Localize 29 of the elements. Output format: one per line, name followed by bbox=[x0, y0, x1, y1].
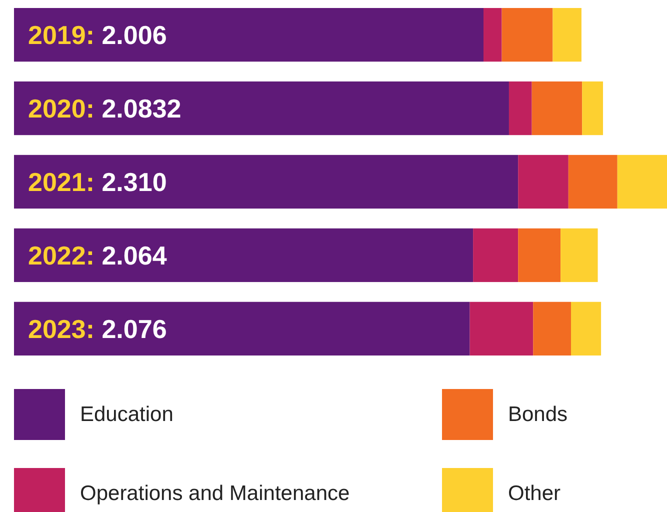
bar bbox=[532, 81, 582, 136]
bar bbox=[14, 81, 509, 136]
y-tick-label: 2019: 2.006 bbox=[28, 20, 167, 50]
bar bbox=[518, 154, 568, 209]
bar bbox=[14, 154, 518, 209]
bar bbox=[508, 81, 532, 136]
legend-label: Other bbox=[508, 482, 561, 506]
bar bbox=[568, 154, 618, 209]
bar bbox=[518, 228, 561, 282]
y-tick-label: 2020: 2.0832 bbox=[28, 94, 182, 124]
bar bbox=[14, 302, 470, 356]
bar bbox=[502, 8, 553, 62]
bar bbox=[571, 302, 602, 356]
bar bbox=[484, 8, 502, 62]
bar bbox=[560, 228, 598, 282]
bar bbox=[14, 228, 474, 282]
bar bbox=[14, 8, 484, 62]
bar bbox=[617, 154, 667, 209]
bar bbox=[470, 302, 534, 356]
y-tick-label: 2022: 2.064 bbox=[28, 240, 168, 271]
text: Education bbox=[80, 403, 174, 426]
text: Bonds bbox=[508, 403, 568, 426]
bar bbox=[533, 302, 572, 356]
y-tick-label: 2021: 2.310 bbox=[28, 167, 167, 198]
bar bbox=[552, 8, 582, 62]
y-tick-label: 2023: 2.076 bbox=[28, 314, 167, 344]
bar bbox=[582, 81, 604, 136]
legend-label: Operations and Maintenance bbox=[80, 482, 350, 506]
bar bbox=[473, 228, 518, 282]
